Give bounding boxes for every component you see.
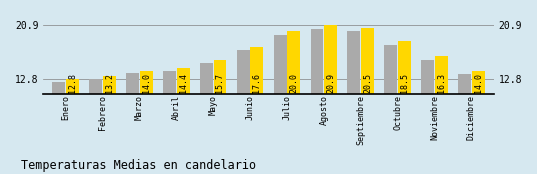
Text: 20.9: 20.9: [326, 73, 335, 93]
Bar: [287, 31, 300, 94]
Bar: [214, 60, 227, 94]
Bar: [361, 28, 374, 94]
Bar: [435, 56, 448, 94]
Text: Temperaturas Medias en candelario: Temperaturas Medias en candelario: [21, 159, 257, 172]
Bar: [310, 29, 323, 94]
Bar: [126, 73, 139, 94]
Text: 14.0: 14.0: [474, 73, 483, 93]
Bar: [347, 31, 360, 94]
Text: 20.0: 20.0: [289, 73, 298, 93]
Text: 13.2: 13.2: [105, 73, 114, 93]
Text: 18.5: 18.5: [400, 73, 409, 93]
Bar: [163, 71, 176, 94]
Bar: [422, 60, 434, 94]
Text: 17.6: 17.6: [252, 73, 262, 93]
Bar: [66, 79, 79, 94]
Bar: [458, 74, 471, 94]
Bar: [103, 76, 115, 94]
Text: 14.4: 14.4: [179, 73, 187, 93]
Bar: [140, 71, 153, 94]
Bar: [398, 41, 411, 94]
Bar: [200, 63, 213, 94]
Bar: [472, 71, 485, 94]
Text: 15.7: 15.7: [215, 73, 224, 93]
Bar: [274, 35, 287, 94]
Bar: [250, 47, 263, 94]
Bar: [177, 68, 190, 94]
Text: 16.3: 16.3: [437, 73, 446, 93]
Bar: [89, 79, 102, 94]
Text: 12.8: 12.8: [68, 73, 77, 93]
Bar: [52, 82, 65, 94]
Bar: [324, 26, 337, 94]
Text: 14.0: 14.0: [142, 73, 151, 93]
Bar: [384, 45, 397, 94]
Text: 20.5: 20.5: [363, 73, 372, 93]
Bar: [237, 50, 250, 94]
